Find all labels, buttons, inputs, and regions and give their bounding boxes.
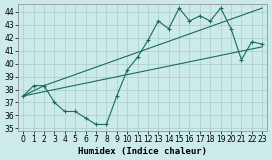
X-axis label: Humidex (Indice chaleur): Humidex (Indice chaleur) — [78, 147, 207, 156]
